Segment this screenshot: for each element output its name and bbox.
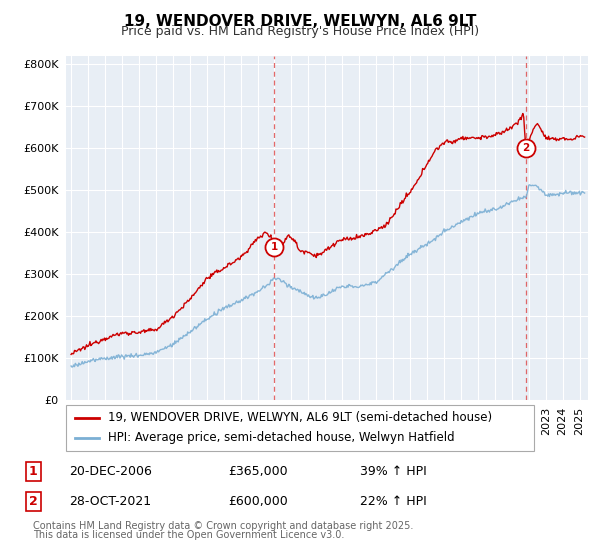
Text: 2: 2 <box>29 494 37 508</box>
Text: £365,000: £365,000 <box>228 465 287 478</box>
Text: 20-DEC-2006: 20-DEC-2006 <box>69 465 152 478</box>
Text: 19, WENDOVER DRIVE, WELWYN, AL6 9LT (semi-detached house): 19, WENDOVER DRIVE, WELWYN, AL6 9LT (sem… <box>108 411 492 424</box>
Text: 39% ↑ HPI: 39% ↑ HPI <box>360 465 427 478</box>
Text: 2: 2 <box>522 143 529 153</box>
Text: HPI: Average price, semi-detached house, Welwyn Hatfield: HPI: Average price, semi-detached house,… <box>108 431 455 445</box>
Text: Price paid vs. HM Land Registry's House Price Index (HPI): Price paid vs. HM Land Registry's House … <box>121 25 479 38</box>
Text: 1: 1 <box>29 465 37 478</box>
Text: 28-OCT-2021: 28-OCT-2021 <box>69 494 151 508</box>
Text: £600,000: £600,000 <box>228 494 288 508</box>
Text: This data is licensed under the Open Government Licence v3.0.: This data is licensed under the Open Gov… <box>33 530 344 540</box>
FancyBboxPatch shape <box>66 405 534 451</box>
Text: 22% ↑ HPI: 22% ↑ HPI <box>360 494 427 508</box>
Text: Contains HM Land Registry data © Crown copyright and database right 2025.: Contains HM Land Registry data © Crown c… <box>33 521 413 531</box>
Text: 19, WENDOVER DRIVE, WELWYN, AL6 9LT: 19, WENDOVER DRIVE, WELWYN, AL6 9LT <box>124 14 476 29</box>
Text: 1: 1 <box>271 242 278 252</box>
